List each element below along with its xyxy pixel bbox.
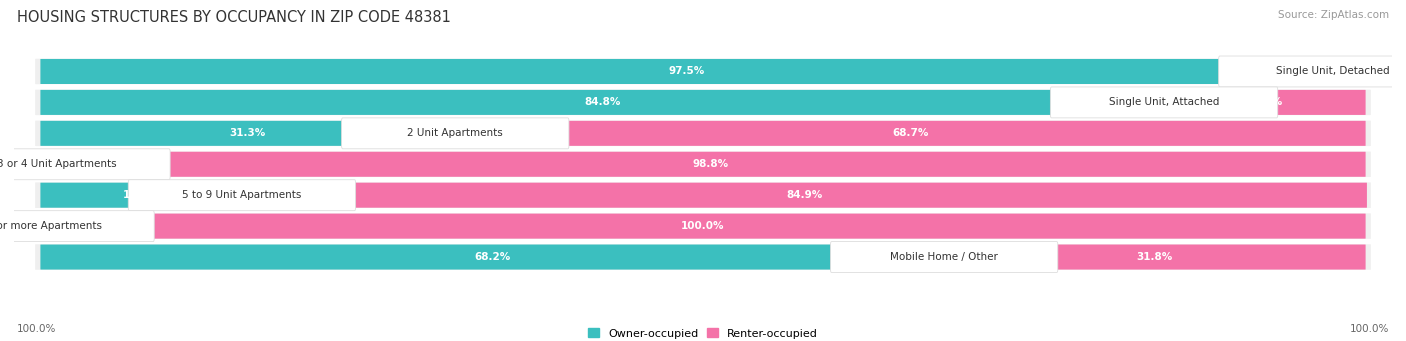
FancyBboxPatch shape (56, 152, 1365, 177)
FancyBboxPatch shape (34, 243, 1372, 271)
FancyBboxPatch shape (41, 152, 56, 177)
FancyBboxPatch shape (41, 121, 456, 146)
Text: 84.9%: 84.9% (786, 190, 823, 200)
FancyBboxPatch shape (41, 183, 242, 208)
FancyBboxPatch shape (0, 149, 170, 180)
Text: HOUSING STRUCTURES BY OCCUPANCY IN ZIP CODE 48381: HOUSING STRUCTURES BY OCCUPANCY IN ZIP C… (17, 10, 451, 25)
FancyBboxPatch shape (128, 180, 356, 211)
Text: 68.7%: 68.7% (893, 128, 928, 138)
Text: Single Unit, Detached: Single Unit, Detached (1275, 66, 1389, 76)
Text: Mobile Home / Other: Mobile Home / Other (890, 252, 998, 262)
FancyBboxPatch shape (0, 211, 155, 241)
FancyBboxPatch shape (831, 241, 1057, 272)
FancyBboxPatch shape (1164, 90, 1365, 115)
FancyBboxPatch shape (41, 90, 1164, 115)
Text: Source: ZipAtlas.com: Source: ZipAtlas.com (1278, 10, 1389, 20)
Text: 31.3%: 31.3% (229, 128, 266, 138)
FancyBboxPatch shape (1050, 87, 1278, 118)
Text: Single Unit, Attached: Single Unit, Attached (1109, 98, 1219, 107)
Text: 31.8%: 31.8% (1136, 252, 1173, 262)
FancyBboxPatch shape (34, 150, 1372, 178)
FancyBboxPatch shape (34, 181, 1372, 209)
FancyBboxPatch shape (34, 212, 1372, 240)
FancyBboxPatch shape (456, 121, 1365, 146)
Legend: Owner-occupied, Renter-occupied: Owner-occupied, Renter-occupied (583, 324, 823, 341)
Text: 3 or 4 Unit Apartments: 3 or 4 Unit Apartments (0, 159, 117, 169)
FancyBboxPatch shape (34, 119, 1372, 147)
FancyBboxPatch shape (41, 59, 1333, 84)
FancyBboxPatch shape (342, 118, 569, 149)
Text: 2 Unit Apartments: 2 Unit Apartments (408, 128, 503, 138)
Text: 5 to 9 Unit Apartments: 5 to 9 Unit Apartments (183, 190, 302, 200)
FancyBboxPatch shape (41, 213, 1365, 239)
FancyBboxPatch shape (1219, 56, 1406, 87)
Text: 100.0%: 100.0% (1350, 324, 1389, 334)
Text: 100.0%: 100.0% (682, 221, 724, 231)
Text: 84.8%: 84.8% (583, 98, 620, 107)
Text: 68.2%: 68.2% (474, 252, 510, 262)
FancyBboxPatch shape (1331, 59, 1365, 84)
Text: 15.2%: 15.2% (124, 190, 159, 200)
Text: 98.8%: 98.8% (693, 159, 730, 169)
Text: 100.0%: 100.0% (17, 324, 56, 334)
FancyBboxPatch shape (34, 88, 1372, 117)
FancyBboxPatch shape (943, 244, 1365, 270)
FancyBboxPatch shape (242, 183, 1367, 208)
Text: 15.2%: 15.2% (1247, 98, 1282, 107)
FancyBboxPatch shape (34, 57, 1372, 86)
FancyBboxPatch shape (41, 244, 945, 270)
Text: 10 or more Apartments: 10 or more Apartments (0, 221, 101, 231)
Text: 97.5%: 97.5% (668, 66, 704, 76)
